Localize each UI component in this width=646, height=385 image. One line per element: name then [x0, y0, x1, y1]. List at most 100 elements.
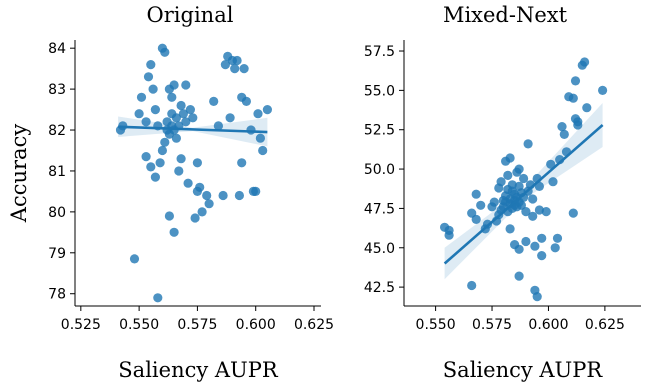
x-axis-label: Saliency AUPR [118, 358, 279, 382]
data-point [183, 178, 193, 188]
data-point [568, 208, 578, 218]
data-point [582, 103, 592, 113]
data-point [209, 96, 219, 106]
data-point [546, 159, 556, 169]
data-point [537, 251, 547, 261]
y-tick-label: 78 [48, 287, 66, 303]
x-tick-label: 0.550 [416, 317, 456, 333]
data-point [537, 233, 547, 243]
data-point [471, 214, 481, 224]
data-point [202, 190, 212, 201]
data-point [192, 158, 202, 168]
data-point [160, 137, 170, 147]
data-point [230, 64, 240, 74]
data-point [176, 154, 186, 164]
data-point [169, 227, 179, 237]
data-point [190, 213, 200, 223]
data-point [557, 122, 567, 132]
x-tick-label: 0.575 [177, 317, 217, 333]
y-tick-label: 50.0 [364, 162, 395, 178]
data-point [150, 172, 160, 182]
data-point [573, 117, 583, 127]
x-tick-label: 0.575 [472, 317, 512, 333]
data-point [136, 92, 147, 102]
chart-title: Mixed-Next [443, 3, 568, 27]
data-point [157, 145, 167, 156]
x-axis-label: Saliency AUPR [443, 358, 604, 382]
data-point [251, 186, 261, 196]
data-point [195, 182, 205, 192]
data-point [253, 109, 263, 119]
data-point [241, 96, 251, 106]
data-point [598, 85, 608, 95]
y-tick-label: 52.5 [364, 123, 395, 139]
data-point [444, 225, 454, 235]
data-point [521, 207, 531, 217]
data-point [146, 60, 156, 70]
data-point [169, 80, 179, 90]
data-point [559, 129, 569, 139]
data-point [552, 233, 563, 243]
data-point [262, 105, 272, 115]
data-point [134, 109, 144, 119]
data-point [528, 194, 538, 204]
data-point [178, 109, 188, 119]
data-point [258, 145, 268, 156]
data-point [129, 254, 140, 264]
data-point [171, 133, 181, 143]
y-axis-label: Accuracy [7, 124, 31, 224]
data-point [505, 224, 515, 234]
y-tick-label: 84 [48, 41, 66, 57]
data-point [467, 280, 477, 291]
data-point [519, 173, 529, 184]
data-point [148, 84, 158, 94]
data-point [514, 244, 524, 254]
data-point [523, 139, 533, 149]
y-tick-label: 81 [48, 164, 66, 180]
data-point [239, 64, 249, 74]
data-point [246, 125, 256, 135]
data-point [489, 197, 499, 207]
data-point [532, 292, 542, 302]
data-point [568, 93, 578, 103]
data-point [164, 211, 174, 221]
data-point [503, 170, 513, 180]
data-point [218, 190, 228, 201]
data-point [181, 80, 191, 90]
x-tick-label: 0.600 [528, 317, 568, 333]
data-point [528, 211, 538, 221]
x-tick-label: 0.600 [236, 317, 276, 333]
data-point [176, 100, 186, 111]
scatter-panel-original: Original 0.525 0.550 0.575 0.600 0.625 78 79 80 8… [7, 3, 334, 382]
y-tick-label: 45.0 [364, 241, 395, 257]
data-point [471, 189, 481, 199]
data-point [225, 113, 235, 123]
y-tick-label: 80 [48, 205, 66, 221]
x-tick-label: 0.625 [294, 317, 334, 333]
data-point [237, 158, 247, 168]
y-tick-label: 82 [48, 123, 66, 139]
data-point [197, 207, 207, 217]
x-tick-label: 0.550 [119, 317, 159, 333]
scatter-panel-mixed-next: Mixed-Next 0.550 0.575 0.600 0.625 42.5 45.0 47… [364, 3, 641, 382]
data-point [167, 92, 177, 102]
data-point [570, 76, 581, 86]
data-point [171, 113, 181, 123]
data-point [174, 166, 184, 176]
data-point [514, 271, 524, 281]
y-tick-label: 83 [48, 82, 66, 98]
y-tick-label: 55.0 [364, 83, 395, 99]
data-point [505, 153, 515, 163]
data-point [530, 241, 540, 251]
data-point [496, 177, 506, 187]
y-tick-label: 42.5 [364, 280, 395, 296]
data-point [155, 158, 165, 168]
data-point [521, 236, 531, 247]
x-tick-label: 0.625 [585, 317, 625, 333]
data-point [181, 117, 191, 127]
data-point [580, 57, 590, 67]
chart-title: Original [147, 3, 234, 27]
data-point [146, 162, 156, 172]
data-point [153, 293, 163, 303]
y-tick-label: 47.5 [364, 201, 395, 217]
